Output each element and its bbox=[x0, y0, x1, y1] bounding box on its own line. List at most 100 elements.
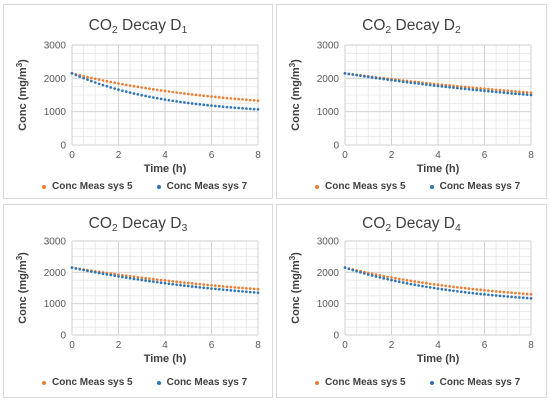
data-point bbox=[506, 295, 510, 298]
data-point bbox=[421, 82, 424, 86]
data-point bbox=[514, 295, 517, 299]
data-point bbox=[386, 277, 389, 281]
data-point bbox=[506, 89, 510, 93]
legend-marker bbox=[429, 380, 434, 385]
data-point bbox=[483, 293, 486, 296]
data-point bbox=[479, 89, 482, 92]
data-point bbox=[105, 79, 109, 83]
data-point bbox=[452, 86, 455, 90]
data-point bbox=[93, 77, 97, 81]
plot-area: 0 2 4 6 8 0 1000 2000 3000 Time (h) Conc (mg/m3) bbox=[15, 41, 261, 176]
data-point bbox=[121, 82, 124, 86]
chart-title: CO2 Decay D3 bbox=[88, 215, 188, 234]
y-tick-label: 2000 bbox=[44, 74, 67, 85]
data-point bbox=[498, 90, 502, 94]
data-point bbox=[214, 95, 217, 99]
legend-marker bbox=[42, 184, 46, 189]
data-point bbox=[105, 273, 109, 276]
data-point bbox=[148, 279, 151, 283]
data-point bbox=[175, 100, 178, 103]
data-point bbox=[206, 103, 209, 107]
data-point bbox=[351, 73, 355, 76]
data-point bbox=[401, 80, 405, 84]
data-point bbox=[440, 287, 444, 291]
data-point bbox=[109, 273, 113, 277]
y-tick-label: 0 bbox=[333, 331, 339, 342]
chart-title: CO2 Decay D4 bbox=[362, 215, 461, 234]
chart-panel-d2: CO2 Decay D2 0 2 4 6 8 0 1000 2000 3000 Time (h) C… bbox=[276, 4, 547, 199]
data-point bbox=[256, 99, 260, 103]
y-axis-label: Conc (mg/m3) bbox=[288, 59, 302, 131]
x-axis-label: Time (h) bbox=[144, 353, 187, 365]
data-point bbox=[113, 87, 116, 90]
data-point bbox=[113, 274, 116, 278]
data-point bbox=[179, 280, 182, 284]
data-point bbox=[70, 266, 74, 269]
data-point bbox=[183, 281, 186, 284]
data-point bbox=[202, 283, 206, 286]
x-axis-label: Time (h) bbox=[417, 353, 460, 365]
plot-area: 0 2 4 6 8 0 1000 2000 3000 Time (h) Conc (mg/m3) bbox=[288, 237, 534, 366]
data-point bbox=[444, 85, 448, 89]
data-point bbox=[221, 105, 225, 109]
data-point bbox=[487, 89, 490, 93]
data-point bbox=[179, 91, 182, 95]
data-point bbox=[355, 73, 358, 77]
data-point bbox=[159, 89, 163, 92]
legend-label: Conc Meas sys 7 bbox=[166, 377, 248, 388]
data-point bbox=[487, 293, 490, 297]
data-point bbox=[494, 88, 498, 92]
y-tick-label: 1000 bbox=[44, 107, 67, 118]
legend-marker bbox=[42, 380, 46, 385]
data-point bbox=[510, 291, 513, 295]
data-point bbox=[355, 269, 358, 273]
data-point bbox=[428, 282, 432, 286]
data-point bbox=[217, 105, 221, 108]
data-point bbox=[206, 286, 209, 290]
x-tick-label: 8 bbox=[255, 150, 261, 161]
data-point bbox=[155, 280, 159, 284]
data-point bbox=[171, 280, 175, 283]
data-point bbox=[210, 283, 213, 287]
y-tick-label: 3000 bbox=[317, 41, 340, 52]
data-point bbox=[518, 90, 521, 94]
data-point bbox=[428, 286, 432, 289]
legend-marker bbox=[156, 184, 161, 189]
data-point bbox=[128, 274, 132, 278]
legend-item-sys7: Conc Meas sys 7 bbox=[156, 181, 247, 192]
data-point bbox=[171, 282, 175, 286]
data-point bbox=[229, 106, 233, 109]
data-point bbox=[194, 93, 198, 97]
data-point bbox=[148, 277, 151, 281]
data-point bbox=[144, 276, 147, 280]
data-point bbox=[409, 279, 413, 283]
data-point bbox=[448, 288, 451, 292]
data-point bbox=[105, 84, 109, 88]
data-point bbox=[155, 96, 159, 100]
data-point bbox=[194, 285, 198, 289]
data-point bbox=[502, 89, 506, 92]
data-point bbox=[148, 87, 151, 91]
data-point bbox=[366, 273, 370, 276]
data-point bbox=[225, 96, 229, 100]
data-point bbox=[198, 285, 202, 289]
data-point bbox=[128, 91, 132, 94]
x-tick-label: 4 bbox=[162, 150, 168, 161]
data-point bbox=[428, 83, 432, 87]
x-tick-label: 4 bbox=[162, 340, 168, 351]
data-point bbox=[475, 292, 479, 295]
data-point bbox=[252, 291, 256, 294]
data-point bbox=[245, 98, 248, 102]
data-point bbox=[245, 286, 248, 290]
data-point bbox=[363, 272, 366, 275]
data-point bbox=[82, 74, 85, 78]
data-point bbox=[132, 275, 136, 279]
chart-title: CO2 Decay D2 bbox=[362, 17, 461, 36]
data-point bbox=[421, 284, 424, 288]
y-tick-label: 3000 bbox=[44, 41, 67, 52]
data-point bbox=[155, 88, 159, 92]
legend-item-sys7: Conc Meas sys 7 bbox=[429, 181, 520, 192]
data-point bbox=[121, 275, 124, 279]
legend-item-sys7: Conc Meas sys 7 bbox=[429, 377, 521, 388]
legend-label: Conc Meas sys 7 bbox=[439, 377, 521, 388]
